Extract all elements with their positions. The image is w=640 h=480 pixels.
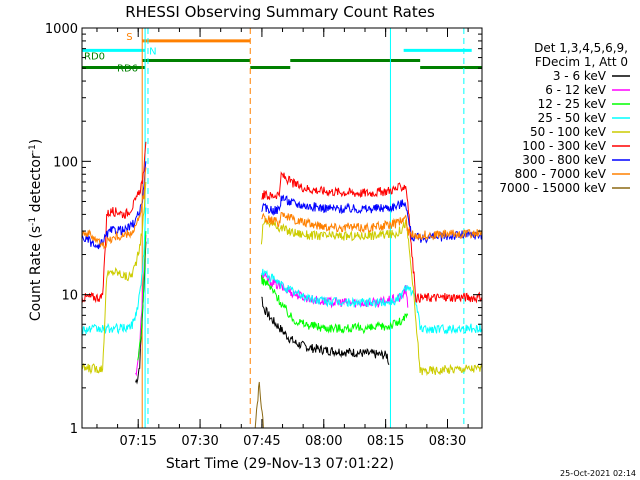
y-tick-label: 100 — [53, 155, 78, 170]
series-line — [81, 161, 147, 250]
plot-frame — [81, 27, 483, 429]
y-label-main: Count Rate (s — [28, 226, 44, 321]
chart-title: RHESSI Observing Summary Count Rates — [125, 3, 435, 21]
x-tick-label: 08:30 — [429, 434, 466, 449]
series-line — [261, 171, 483, 304]
legend-header-line-1: Det 1,3,4,5,6,9, — [534, 41, 628, 55]
footer-timestamp: 25-Oct-2021 02:14 — [560, 469, 636, 478]
series-line — [260, 274, 409, 335]
x-tick-label: 08:00 — [305, 434, 342, 449]
y-tick-label: 1 — [70, 422, 78, 437]
legend-entry-label: 3 - 6 keV — [553, 69, 607, 83]
legend-entry-label: 25 - 50 keV — [538, 111, 607, 125]
y-label-end: ) — [28, 139, 44, 144]
x-tick-label: 07:45 — [243, 434, 280, 449]
x-axis-label: Start Time (29-Nov-13 07:01:22) — [166, 456, 394, 472]
series-line — [260, 268, 483, 335]
x-tick-label: 08:15 — [367, 434, 404, 449]
series-line — [261, 194, 483, 244]
legend-entry-label: 50 - 100 keV — [530, 125, 607, 139]
y-label-sup2: -1 — [28, 144, 38, 153]
state-label-n: N — [149, 46, 156, 57]
y-axis-ticks: 1 10 100 1000 — [45, 22, 482, 437]
state-label-s: S — [126, 32, 132, 43]
plot-area: S N RD0 RD6 1 10 100 1000 07:15 07:30 07:45 08:00… — [45, 22, 483, 449]
legend-entry-label: 6 - 12 keV — [545, 83, 607, 97]
legend-entry-label: 7000 - 15000 keV — [499, 181, 606, 195]
series-line — [81, 207, 147, 335]
series-line — [261, 296, 390, 365]
state-bars: S N RD0 RD6 — [82, 32, 482, 75]
y-tick-label: 1000 — [45, 22, 78, 37]
series-line — [137, 231, 147, 361]
legend-entry-label: 100 - 300 keV — [522, 139, 606, 153]
x-tick-label: 07:15 — [119, 434, 156, 449]
series-line — [82, 167, 147, 250]
y-axis-label: Count Rate (s-1 detector-1) — [28, 139, 44, 321]
state-label-rd6: RD6 — [117, 64, 138, 75]
x-tick-label: 07:30 — [181, 434, 218, 449]
series-line — [81, 141, 147, 304]
y-tick-label: 10 — [61, 289, 78, 304]
series-lines — [81, 141, 483, 429]
y-label-mid: detector — [28, 153, 44, 217]
legend-entry-label: 12 - 25 keV — [538, 97, 607, 111]
y-label-sup1: -1 — [28, 217, 38, 226]
series-line — [260, 217, 483, 377]
legend: Det 1,3,4,5,6,9, FDecim 1, Att 0 3 - 6 k… — [499, 41, 630, 195]
x-axis-ticks: 07:15 07:30 07:45 08:00 08:15 08:30 — [96, 28, 469, 449]
legend-header-line-2: FDecim 1, Att 0 — [535, 55, 628, 69]
state-label-rd0: RD0 — [84, 52, 105, 63]
legend-entry-label: 800 - 7000 keV — [515, 167, 607, 181]
series-line — [261, 211, 483, 241]
legend-entry-label: 300 - 800 keV — [522, 153, 606, 167]
series-line — [254, 381, 264, 429]
series-line — [81, 181, 147, 375]
